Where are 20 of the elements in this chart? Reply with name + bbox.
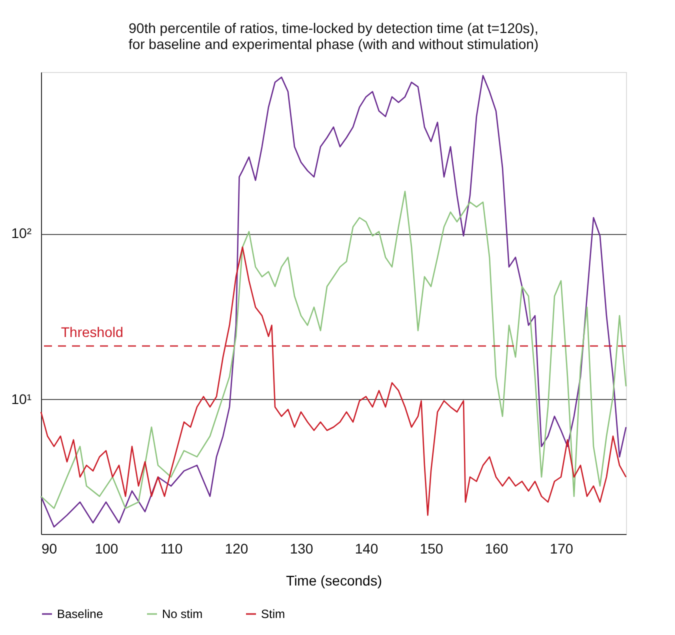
x-tick-label: 90 bbox=[42, 540, 58, 556]
x-tick-label: 160 bbox=[484, 540, 508, 556]
legend-label: No stim bbox=[162, 607, 203, 621]
x-tick-label: 150 bbox=[420, 540, 444, 556]
y-tick-label: 10¹ bbox=[11, 390, 32, 407]
line-series bbox=[40, 190, 627, 509]
ref-line-label: Threshold bbox=[61, 324, 124, 340]
x-tick-label: 130 bbox=[290, 540, 314, 556]
line-series bbox=[40, 246, 627, 516]
x-axis-title: Time (seconds) bbox=[286, 572, 382, 588]
chart-title: 90th percentile of ratios, time-locked by detection time (at t=120s), for baseline and experimental phase (with and without stimulation) bbox=[128, 20, 539, 52]
x-tick-label: 140 bbox=[354, 540, 378, 556]
legend-label: Baseline bbox=[57, 607, 104, 621]
y-tick-label: 10² bbox=[11, 225, 32, 242]
line-series bbox=[40, 74, 627, 528]
x-tick-label: 110 bbox=[160, 540, 183, 556]
x-tick-label: 100 bbox=[94, 540, 118, 556]
x-tick-label: 170 bbox=[550, 540, 574, 556]
legend-label: Stim bbox=[261, 607, 286, 621]
x-tick-label: 120 bbox=[224, 540, 248, 556]
